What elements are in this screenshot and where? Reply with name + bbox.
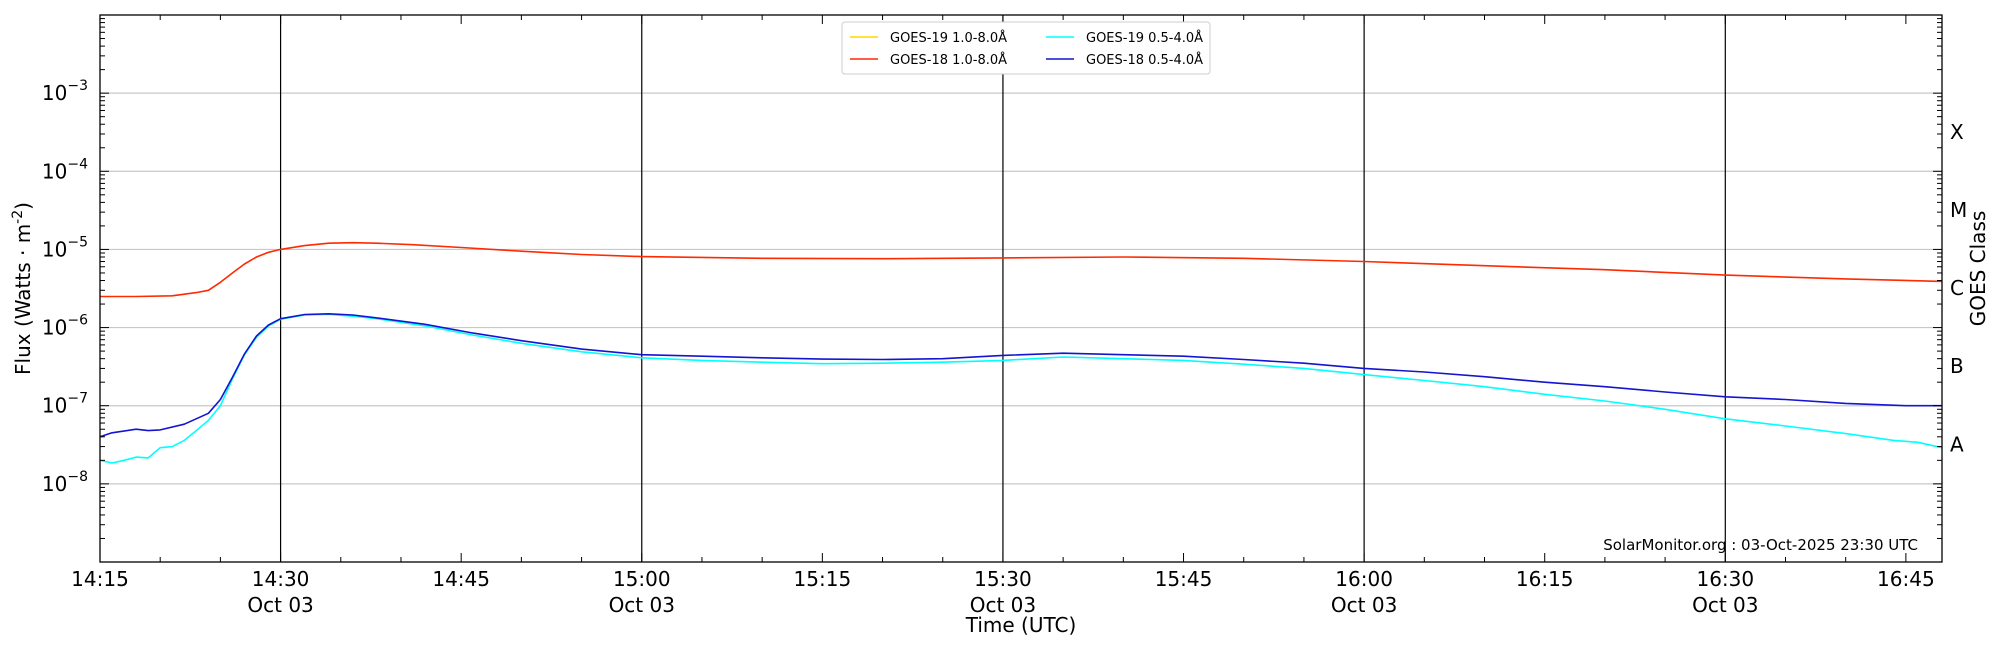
y-tick-base: 10 [42, 316, 67, 340]
y-tick-exponent: −6 [67, 313, 88, 329]
y-tick-exponent: −3 [67, 78, 88, 94]
goes-class-label: M [1950, 198, 1967, 222]
y-tick-base: 10 [42, 472, 67, 496]
plot-frame [99, 14, 1943, 563]
series-line-1 [100, 241, 1943, 298]
y-tick-exponent: −7 [67, 391, 88, 407]
legend-label-1: GOES-18 1.0-8.0Å [890, 52, 1007, 68]
x-tick-label: 15:45 [1155, 567, 1213, 591]
y-tick-base: 10 [42, 81, 67, 105]
y-tick-exponent: −8 [67, 469, 88, 485]
x-tick-date-label: Oct 03 [1692, 593, 1758, 617]
y-tick-label: 10−3 [42, 78, 88, 105]
x-tick-label: 16:00 [1335, 567, 1393, 591]
y-axis-title-sup: -2 [10, 210, 26, 224]
goes-class-label: B [1950, 354, 1964, 378]
x-axis-title: Time (UTC) [965, 613, 1077, 637]
y-tick-exponent: −4 [67, 156, 88, 172]
y-axis-title-close: ) [11, 202, 35, 210]
series-line-2 [99, 313, 1943, 464]
y-tick-base: 10 [42, 394, 67, 418]
x-tick-label: 15:30 [974, 567, 1032, 591]
x-tick-date-label: Oct 03 [970, 593, 1036, 617]
x-tick-date-label: Oct 03 [1331, 593, 1397, 617]
legend-label-3: GOES-18 0.5-4.0Å [1086, 52, 1203, 68]
x-tick-label: 16:30 [1696, 567, 1754, 591]
goes-class-label: X [1950, 120, 1964, 144]
x-tick-label: 14:15 [71, 567, 129, 591]
y-tick-label: 10−7 [42, 391, 88, 418]
y-tick-base: 10 [42, 159, 67, 183]
x-tick-label: 14:45 [432, 567, 490, 591]
legend-label-0: GOES-19 1.0-8.0Å [890, 30, 1007, 46]
credit-text: SolarMonitor.org : 03-Oct-2025 23:30 UTC [1603, 536, 1918, 554]
x-tick-label: 15:00 [613, 567, 671, 591]
y-tick-base: 10 [42, 237, 67, 261]
x-tick-label: 15:15 [794, 567, 852, 591]
x-tick-label: 14:30 [252, 567, 310, 591]
y-axis-title-text: Flux (Watts · m [11, 224, 35, 375]
y-tick-label: 10−6 [42, 313, 88, 340]
legend: GOES-19 1.0-8.0Å GOES-18 1.0-8.0Å GOES-19 … [841, 21, 1211, 75]
x-tick-date-label: Oct 03 [247, 593, 313, 617]
series-layer [99, 241, 1943, 464]
y-tick-label: 10−4 [42, 156, 88, 183]
vertical-marker-layer [279, 15, 1726, 562]
x-tick-label: 16:15 [1516, 567, 1574, 591]
legend-box [841, 21, 1211, 75]
y-tick-label: 10−8 [42, 469, 88, 496]
series-line-3 [99, 313, 1942, 438]
y-tick-label: 10−5 [42, 234, 88, 261]
y-axis-title: Flux (Watts · m-2) [10, 202, 35, 375]
goes-class-axis-title: GOES Class [1966, 211, 1990, 327]
y-tick-exponent: −5 [67, 234, 88, 250]
tick-layer [99, 14, 1942, 563]
x-tick-date-label: Oct 03 [609, 593, 675, 617]
goes-class-label: C [1950, 276, 1964, 300]
goes-class-label: A [1950, 432, 1964, 456]
x-tick-label: 16:45 [1877, 567, 1935, 591]
grid-layer [100, 92, 1942, 485]
legend-label-2: GOES-19 0.5-4.0Å [1086, 30, 1203, 46]
